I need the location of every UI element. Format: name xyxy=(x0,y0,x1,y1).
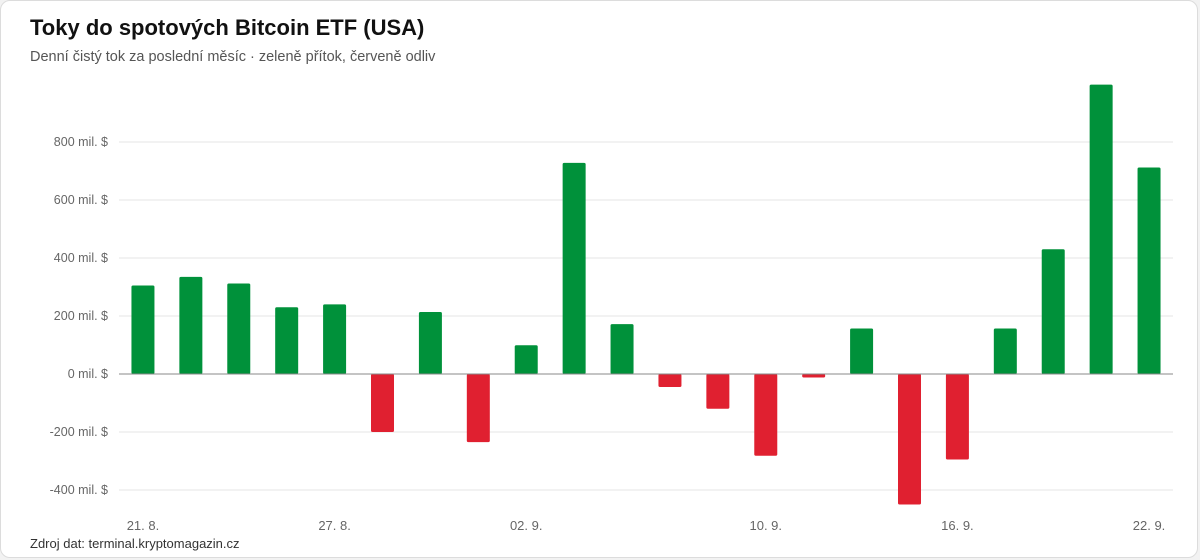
bar-inflow xyxy=(275,307,299,374)
bar-inflow xyxy=(1041,249,1065,374)
x-tick-label: 16. 9. xyxy=(941,518,974,533)
bar-outflow xyxy=(466,374,490,443)
bar-outflow xyxy=(754,374,778,456)
x-tick-label: 22. 9. xyxy=(1133,518,1166,533)
bar-inflow xyxy=(514,345,538,374)
y-tick-label: 800 mil. $ xyxy=(54,135,108,149)
bar-outflow xyxy=(802,374,826,378)
bar-inflow xyxy=(323,304,347,374)
bar-inflow xyxy=(418,311,442,374)
bar-outflow xyxy=(658,374,682,388)
bar-outflow xyxy=(898,374,921,505)
bar-inflow xyxy=(227,283,251,374)
bar-inflow xyxy=(179,276,203,374)
x-tick-label: 02. 9. xyxy=(510,518,543,533)
bar-outflow xyxy=(371,374,394,432)
chart-title: Toky do spotových Bitcoin ETF (USA) xyxy=(30,15,425,40)
y-tick-label: 400 mil. $ xyxy=(54,251,108,265)
y-tick-label: 0 mil. $ xyxy=(68,367,108,381)
y-tick-label: -400 mil. $ xyxy=(50,483,108,497)
y-tick-label: -200 mil. $ xyxy=(50,425,108,439)
bar-inflow xyxy=(850,328,874,374)
bar-inflow xyxy=(993,328,1017,374)
bar-inflow xyxy=(1089,84,1113,374)
bar-outflow xyxy=(706,374,730,409)
y-tick-label: 600 mil. $ xyxy=(54,193,108,207)
x-tick-label: 27. 8. xyxy=(318,518,351,533)
x-tick-label: 10. 9. xyxy=(750,518,783,533)
bar-inflow xyxy=(1137,167,1161,374)
bar-outflow xyxy=(945,374,969,460)
x-tick-label: 21. 8. xyxy=(127,518,160,533)
chart-subtitle: Denní čistý tok za poslední měsíc · zele… xyxy=(30,49,436,65)
bar-inflow xyxy=(131,285,155,374)
bar-inflow xyxy=(562,162,586,374)
data-source: Zdroj dat: terminal.kryptomagazin.cz xyxy=(30,536,240,551)
bar-inflow xyxy=(610,324,634,374)
y-tick-label: 200 mil. $ xyxy=(54,309,108,323)
